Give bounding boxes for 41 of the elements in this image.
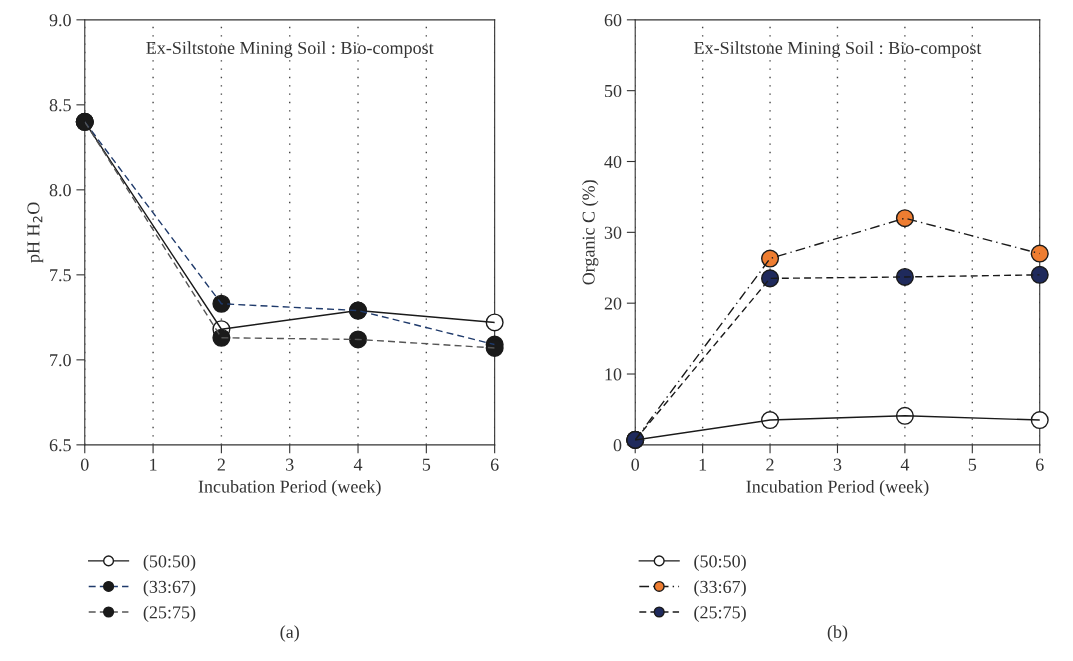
y-tick-label: 9.0 <box>49 14 71 27</box>
y-tick-label: 8.5 <box>49 99 71 112</box>
legend-label: (50:50) <box>694 554 746 572</box>
y-tick-label: 7.0 <box>50 354 71 367</box>
x-axis-title: Incubation Period (week) <box>746 479 929 497</box>
x-tick-label: 2 <box>217 458 225 471</box>
y-tick-label: 20 <box>604 297 622 310</box>
text: Ex-Siltstone Mining Soil : Bio-compost <box>146 41 434 58</box>
x-tick-label: 6 <box>490 458 499 471</box>
x-tick-label: 6 <box>1036 458 1044 471</box>
text: (b) <box>827 625 848 642</box>
x-tick-label: 5 <box>422 458 431 471</box>
legend-label: (33:67) <box>694 580 746 597</box>
y-axis-title: pH H$_{2}$O <box>27 202 44 263</box>
legend-label: (33:67) <box>143 580 196 597</box>
y-tick-label: 60 <box>604 14 622 27</box>
x-tick-label: 4 <box>353 458 363 471</box>
y-tick-label: 50 <box>605 84 622 98</box>
x-tick-label: 3 <box>833 458 842 471</box>
x-tick-label: 1 <box>699 458 707 471</box>
legend-label: (25:75) <box>143 605 196 623</box>
y-axis-title: Organic C (%) <box>581 180 599 285</box>
x-tick-label: 0 <box>80 458 89 471</box>
legend-label: (50:50) <box>143 554 196 572</box>
x-tick-label: 0 <box>631 458 640 471</box>
y-tick-label: 7.5 <box>50 269 71 282</box>
x-tick-label: 2 <box>766 458 774 471</box>
x-axis-title: Incubation Period (week) <box>198 479 381 497</box>
text: (a) <box>280 625 299 642</box>
y-tick-label: 8.0 <box>49 184 71 197</box>
y-tick-label: 30 <box>604 226 622 239</box>
legend-label: (25:75) <box>694 605 746 623</box>
y-tick-label: 0 <box>613 439 622 452</box>
x-tick-label: 5 <box>968 458 977 471</box>
x-tick-label: 3 <box>286 458 294 471</box>
x-tick-label: 4 <box>900 458 910 471</box>
y-tick-label: 10 <box>605 368 622 381</box>
text: Ex-Siltstone Mining Soil : Bio-compost <box>694 41 982 58</box>
x-tick-label: 1 <box>150 458 157 471</box>
y-tick-label: 6.5 <box>49 439 71 452</box>
y-tick-label: 40 <box>604 155 622 168</box>
